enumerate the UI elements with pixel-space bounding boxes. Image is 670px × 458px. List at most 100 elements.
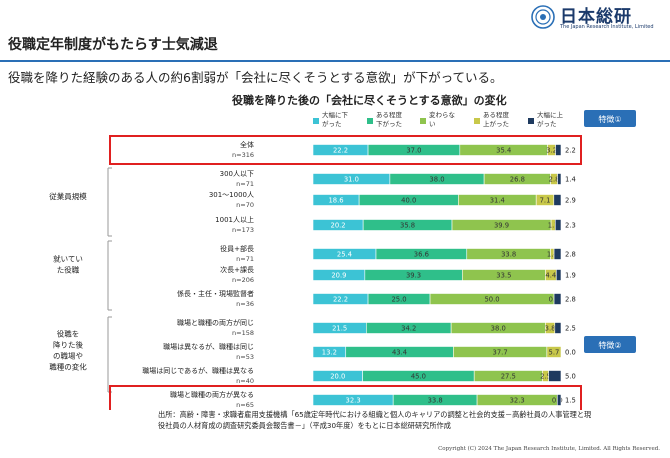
legend-label: 上がった [483, 119, 509, 128]
highlight-frame [109, 385, 582, 410]
data-label: 35.8 [400, 222, 415, 230]
data-label: 45.0 [411, 373, 426, 381]
title-rule [0, 60, 670, 62]
legend-label: がった [322, 119, 342, 128]
row-n: n=206 [232, 276, 254, 284]
row-label: 職場は同じであるが、職種は異なる [142, 366, 254, 375]
legend-label: 大幅に下 [322, 110, 349, 119]
data-label: 32.3 [510, 397, 525, 405]
data-label: 5.0 [565, 373, 576, 381]
data-label: 35.4 [496, 147, 511, 155]
data-label: 2.3 [565, 222, 576, 230]
data-label: 5.7 [549, 349, 560, 357]
legend-label: 下がった [376, 119, 402, 128]
data-label: 2.9 [565, 197, 576, 205]
legend-label: い [429, 120, 436, 128]
data-label: 7.1 [540, 197, 551, 205]
data-label: 37.0 [406, 147, 421, 155]
row-n: n=40 [236, 377, 254, 385]
data-label: 20.9 [331, 272, 346, 280]
row-n: n=158 [232, 329, 254, 337]
legend-swatch [420, 118, 426, 124]
data-label: 27.5 [501, 373, 516, 381]
data-label: 18.6 [328, 197, 343, 205]
data-label: 1.7 [548, 222, 559, 230]
data-label: 3.8 [545, 325, 556, 333]
group-label: 降りた後 [53, 340, 83, 350]
feature-badge [584, 110, 636, 127]
row-label: 301～1000人 [209, 191, 254, 199]
legend-label: 変わらな [429, 110, 456, 119]
data-label: 26.8 [510, 176, 525, 184]
row-n: n=70 [236, 201, 254, 209]
bar-segment [554, 322, 562, 334]
chart-title: 役職を降りた後の「会社に尽くそうとする意欲」の変化 [232, 94, 507, 107]
logo-name: 日本総研 [560, 7, 632, 27]
bar-segment [553, 194, 562, 206]
bar-segment [554, 219, 562, 231]
data-label: 33.5 [496, 272, 511, 280]
row-label: 300人以下 [220, 170, 254, 178]
bar-segment [555, 269, 562, 281]
row-label: 職場は異なるが、職種は同じ [163, 342, 254, 351]
bar-segment [553, 248, 562, 260]
row-label: 係長・主任・現場監督者 [177, 289, 254, 298]
group-label: 役職を [57, 329, 80, 339]
data-label: 2.5 [565, 325, 576, 333]
data-label: 50.0 [484, 296, 499, 304]
row-n: n=71 [236, 180, 254, 188]
copyright: Copyright (C) 2024 The Japan Research In… [438, 446, 660, 452]
data-label: 1.4 [547, 251, 558, 259]
data-label: 38.0 [491, 325, 506, 333]
data-label: 1.4 [565, 176, 576, 184]
page-title: 役職定年制度がもたらす士気減退 [8, 37, 218, 53]
data-label: 4.4 [545, 272, 556, 280]
legend-label: ある程度 [483, 110, 510, 119]
data-label: 22.2 [333, 147, 348, 155]
data-label: 40.0 [401, 197, 416, 205]
data-label: 31.4 [490, 197, 505, 205]
data-label: 38.0 [429, 176, 444, 184]
data-label: 20.0 [330, 373, 345, 381]
legend-label: ある程度 [376, 110, 403, 119]
row-n: n=71 [236, 255, 254, 263]
legend-swatch [474, 118, 480, 124]
data-label: 2.8 [549, 176, 560, 184]
source-note: 出所：高齢・障害・求職者雇用支援機構「65歳定年時代における組織と個人のキャリア… [158, 410, 592, 430]
data-label: 32.3 [346, 397, 361, 405]
row-label: 職場と職種の両方が異なる [170, 390, 254, 399]
legend-label: がった [537, 119, 557, 128]
data-label: 34.2 [401, 325, 416, 333]
data-label: 31.0 [344, 176, 359, 184]
data-label: 25.0 [391, 296, 406, 304]
data-label: 21.5 [332, 325, 347, 333]
row-n: n=65 [236, 401, 254, 409]
legend-label: 大幅に上 [537, 110, 564, 119]
data-label: 36.6 [414, 251, 429, 259]
data-label: 3.2 [546, 147, 557, 155]
bar-segment [555, 144, 562, 156]
data-label: 39.9 [494, 222, 509, 230]
group-label: 従業員規模 [49, 191, 87, 201]
group-label: 就いてい [53, 254, 83, 264]
row-label: 次長+課長 [220, 265, 254, 274]
data-label: 1.9 [565, 272, 576, 280]
data-label: 20.2 [331, 222, 346, 230]
legend-swatch [313, 118, 319, 124]
legend-swatch [528, 118, 534, 124]
data-label: 2.8 [565, 251, 576, 259]
row-label: 職場と職種の両方が同じ [177, 318, 254, 327]
data-label: 43.4 [392, 349, 407, 357]
feature-badge-label: 特徴① [598, 114, 621, 124]
data-label: 25.4 [337, 251, 352, 259]
data-label: 22.2 [333, 296, 348, 304]
bar-segment [553, 293, 562, 305]
data-label: 2.8 [565, 296, 576, 304]
highlight-frame [109, 135, 582, 165]
data-label: 1.5 [565, 397, 576, 405]
bar-segment [546, 346, 562, 358]
logo-emblem-icon [531, 5, 555, 29]
lead-text: 役職を降りた経験のある人の約6割弱が「会社に尽くそうとする意欲」が下がっている。 [8, 70, 503, 85]
row-n: n=53 [236, 353, 254, 361]
